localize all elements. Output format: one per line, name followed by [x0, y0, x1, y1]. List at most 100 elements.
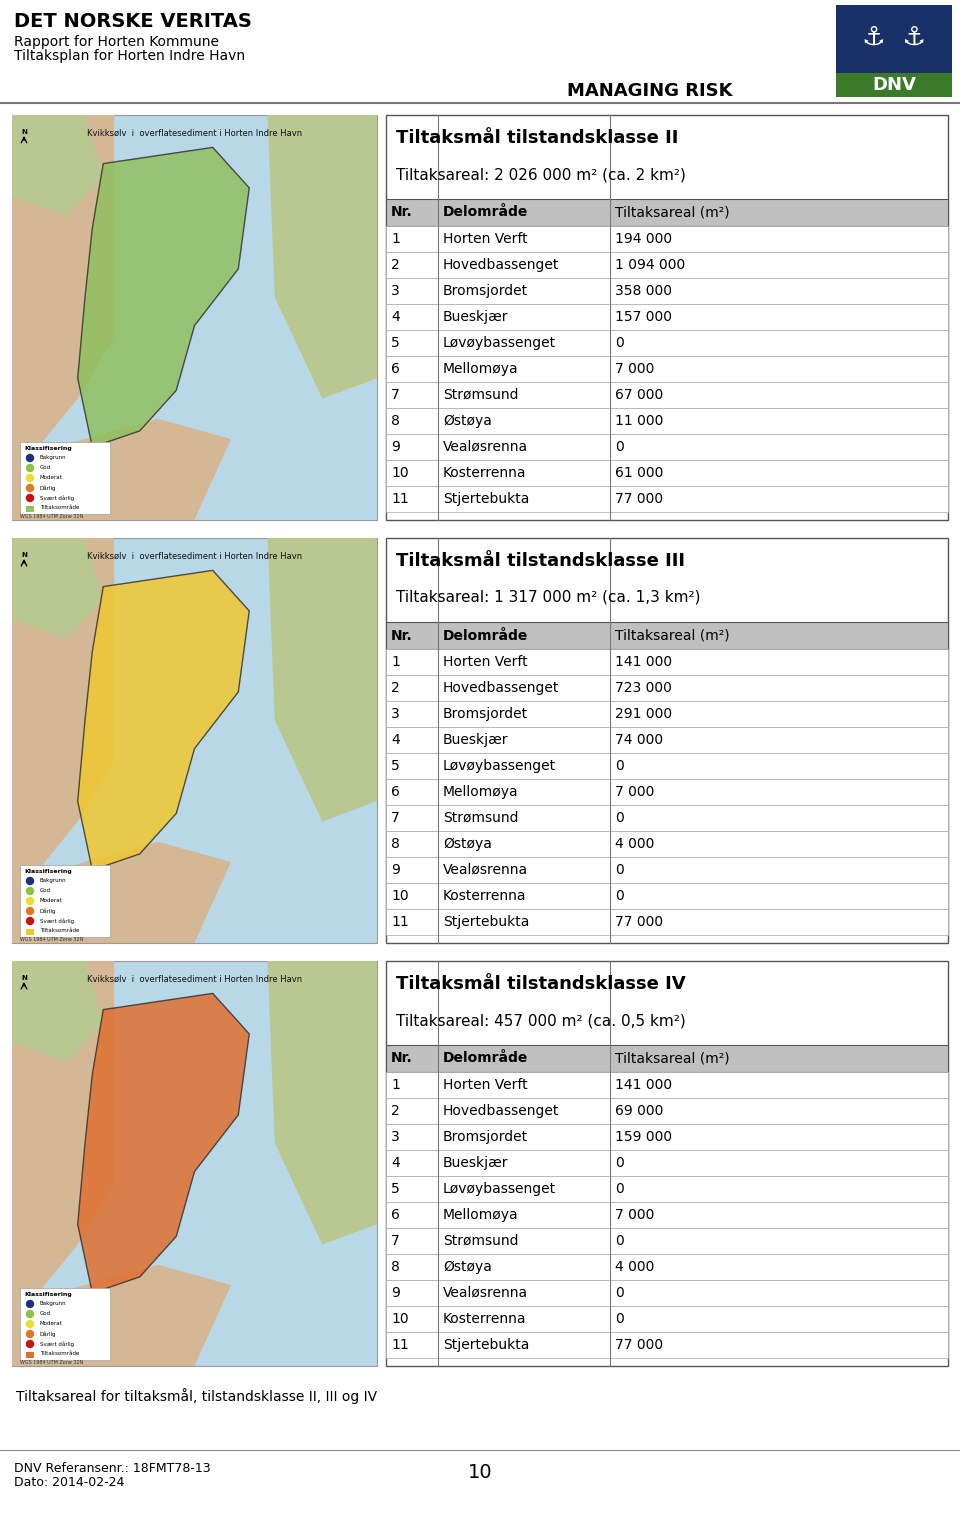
Bar: [386, 1228, 948, 1254]
Text: 61 000: 61 000: [615, 466, 663, 479]
Circle shape: [27, 898, 34, 904]
Bar: [20, 1288, 110, 1361]
Polygon shape: [12, 419, 231, 521]
Text: Bromsjordet: Bromsjordet: [443, 708, 528, 721]
Circle shape: [27, 1330, 34, 1338]
Text: 0: 0: [615, 1286, 624, 1300]
Text: Tiltaksareal (m²): Tiltaksareal (m²): [615, 205, 730, 219]
Text: 0: 0: [615, 336, 624, 350]
Text: Løvøybassenget: Løvøybassenget: [443, 336, 556, 350]
Text: Dårlig: Dårlig: [40, 909, 57, 913]
Text: Bromsjordet: Bromsjordet: [443, 1129, 528, 1145]
Bar: [386, 1280, 948, 1306]
Text: God: God: [40, 887, 51, 893]
Text: 11: 11: [391, 915, 409, 928]
Text: 0: 0: [615, 1183, 624, 1196]
Text: MANAGING RISK: MANAGING RISK: [567, 82, 732, 100]
Text: Moderat: Moderat: [40, 475, 62, 479]
Circle shape: [27, 907, 34, 915]
Bar: [386, 1306, 948, 1332]
Bar: [386, 1202, 948, 1228]
Text: Tiltaksareal: 1 317 000 m² (ca. 1,3 km²): Tiltaksareal: 1 317 000 m² (ca. 1,3 km²): [396, 591, 701, 606]
Text: Mellomøya: Mellomøya: [443, 1208, 518, 1222]
Text: Tiltaksareal (m²): Tiltaksareal (m²): [615, 1052, 730, 1065]
Polygon shape: [12, 537, 104, 639]
Text: 0: 0: [615, 1157, 624, 1170]
Text: 10: 10: [391, 1312, 409, 1326]
Text: Dårlig: Dårlig: [40, 1332, 57, 1336]
Polygon shape: [12, 842, 231, 944]
Text: Tiltaksplan for Horten Indre Havn: Tiltaksplan for Horten Indre Havn: [14, 49, 245, 62]
Text: 11 000: 11 000: [615, 414, 663, 428]
Bar: [386, 1151, 948, 1177]
Bar: [386, 1254, 948, 1280]
Text: 0: 0: [615, 1234, 624, 1248]
Text: Bromsjordet: Bromsjordet: [443, 285, 528, 298]
Circle shape: [27, 1310, 34, 1318]
Text: Østøya: Østøya: [443, 1260, 492, 1274]
Text: 1 094 000: 1 094 000: [615, 259, 685, 272]
Text: Bueskjær: Bueskjær: [443, 310, 509, 324]
Bar: [386, 753, 948, 779]
Text: 7 000: 7 000: [615, 362, 655, 376]
Text: Tiltaksmål tilstandsklasse III: Tiltaksmål tilstandsklasse III: [396, 552, 685, 571]
Bar: [386, 831, 948, 857]
Bar: [386, 1177, 948, 1202]
Text: Stjertebukta: Stjertebukta: [443, 1338, 529, 1352]
Text: 141 000: 141 000: [615, 654, 672, 670]
Bar: [386, 702, 948, 728]
Text: Dårlig: Dårlig: [40, 486, 57, 490]
Bar: [386, 960, 948, 1367]
Bar: [12, 116, 377, 521]
Text: Vealøsrenna: Vealøsrenna: [443, 1286, 528, 1300]
Polygon shape: [78, 148, 250, 447]
Text: Delområde: Delområde: [443, 629, 528, 642]
Bar: [386, 382, 948, 408]
Text: 5: 5: [391, 1183, 399, 1196]
Text: 291 000: 291 000: [615, 708, 672, 721]
Polygon shape: [78, 571, 250, 871]
Text: Moderat: Moderat: [40, 898, 62, 903]
Text: Nr.: Nr.: [391, 205, 413, 219]
Bar: [836, 73, 952, 97]
Text: 8: 8: [391, 414, 400, 428]
Text: WGS 1984 UTM Zone 32N: WGS 1984 UTM Zone 32N: [20, 514, 84, 519]
Polygon shape: [12, 116, 114, 479]
Text: 9: 9: [391, 440, 400, 454]
Text: Løvøybassenget: Løvøybassenget: [443, 1183, 556, 1196]
Text: 9: 9: [391, 863, 400, 877]
Text: 0: 0: [615, 759, 624, 773]
Polygon shape: [12, 116, 104, 216]
Text: Delområde: Delområde: [443, 1052, 528, 1065]
Text: 0: 0: [615, 889, 624, 903]
Text: Moderat: Moderat: [40, 1321, 62, 1326]
Bar: [386, 537, 948, 944]
Text: DNV: DNV: [872, 76, 916, 94]
Bar: [26, 928, 34, 935]
Text: 69 000: 69 000: [615, 1103, 663, 1119]
Text: Tiltaksmål tilstandsklasse IV: Tiltaksmål tilstandsklasse IV: [396, 976, 685, 992]
Text: 6: 6: [391, 362, 400, 376]
Text: 6: 6: [391, 785, 400, 799]
Text: 0: 0: [615, 863, 624, 877]
Circle shape: [27, 455, 34, 461]
Text: 4 000: 4 000: [615, 837, 655, 851]
Text: Klassifisering: Klassifisering: [24, 446, 72, 451]
Text: 7: 7: [391, 388, 399, 402]
Polygon shape: [12, 960, 104, 1062]
Text: Rapport for Horten Kommune: Rapport for Horten Kommune: [14, 35, 219, 49]
Polygon shape: [12, 960, 114, 1326]
Text: 7: 7: [391, 1234, 399, 1248]
Text: 8: 8: [391, 1260, 400, 1274]
Bar: [386, 674, 948, 702]
Text: Dato: 2014-02-24: Dato: 2014-02-24: [14, 1476, 125, 1489]
Bar: [386, 279, 948, 304]
Bar: [386, 116, 948, 521]
Text: 7 000: 7 000: [615, 1208, 655, 1222]
Text: WGS 1984 UTM Zone 32N: WGS 1984 UTM Zone 32N: [20, 938, 84, 942]
Text: 77 000: 77 000: [615, 492, 663, 505]
Text: Horten Verft: Horten Verft: [443, 654, 528, 670]
Text: Bakgrunn: Bakgrunn: [40, 455, 66, 460]
Bar: [386, 857, 948, 883]
Text: Bakgrunn: Bakgrunn: [40, 878, 66, 883]
